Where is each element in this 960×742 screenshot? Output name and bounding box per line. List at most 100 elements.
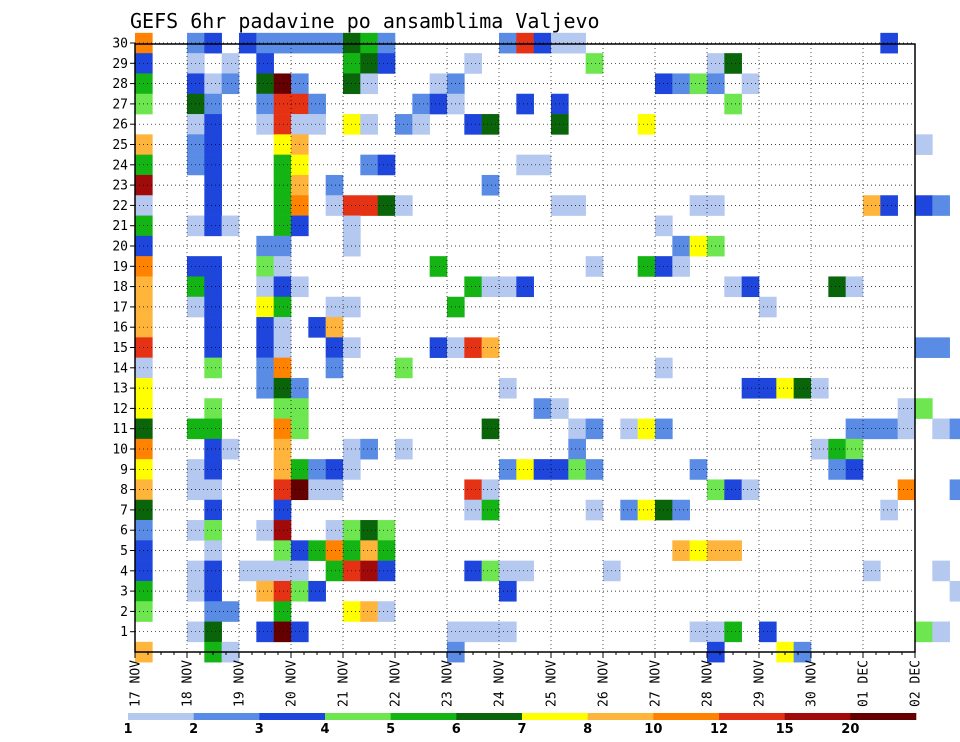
heatmap-cell xyxy=(308,580,326,602)
heatmap-cell xyxy=(325,195,344,216)
heatmap-cell xyxy=(377,520,396,541)
colorbar-swatch xyxy=(522,713,588,720)
heatmap-cell xyxy=(949,418,960,440)
heatmap-cell xyxy=(204,479,222,501)
heatmap-cell xyxy=(672,499,690,521)
heatmap-cell xyxy=(481,114,500,135)
heatmap-cell xyxy=(273,479,292,501)
y-tick-label: 5 xyxy=(120,544,128,559)
heatmap-cell xyxy=(308,540,326,561)
y-tick-label: 20 xyxy=(112,240,128,255)
heatmap-cell xyxy=(429,93,448,115)
heatmap-cell xyxy=(412,93,430,115)
y-tick-label: 6 xyxy=(120,524,128,539)
y-tick-label: 29 xyxy=(112,57,128,72)
heatmap-cell xyxy=(741,276,760,298)
heatmap-cell xyxy=(204,296,222,318)
heatmap-cell xyxy=(273,398,292,419)
x-tick-label: 27 NOV xyxy=(649,660,664,707)
heatmap-cell xyxy=(273,459,292,480)
heatmap-cell xyxy=(273,174,292,196)
x-tick-label: 22 NOV xyxy=(389,660,404,707)
y-tick-label: 8 xyxy=(120,483,128,498)
heatmap-cell xyxy=(533,154,552,176)
heatmap-cell xyxy=(516,154,534,176)
colorbar-swatch xyxy=(587,713,654,720)
heatmap-cell xyxy=(533,398,552,419)
heatmap-cell xyxy=(637,114,656,135)
heatmap-cell xyxy=(204,560,222,582)
heatmap-cell xyxy=(585,53,604,74)
colorbar-swatch xyxy=(390,713,457,720)
x-tick-label: 19 NOV xyxy=(233,660,248,707)
heatmap-cell xyxy=(204,601,222,622)
y-tick-label: 7 xyxy=(120,503,128,518)
y-tick-label: 26 xyxy=(112,118,128,133)
heatmap-cell xyxy=(273,377,292,399)
heatmap-cell xyxy=(932,195,950,216)
heatmap-cell xyxy=(932,621,950,643)
heatmap-cell xyxy=(204,114,222,135)
heatmap-cell xyxy=(724,53,742,74)
heatmap-cell xyxy=(273,276,292,298)
heatmap-cell xyxy=(256,235,274,257)
heatmap-cell xyxy=(308,32,326,54)
heatmap-cell xyxy=(221,73,240,95)
heatmap-cell xyxy=(516,276,534,298)
heatmap-cell xyxy=(568,438,586,460)
heatmap-cell xyxy=(724,276,742,298)
heatmap-cell xyxy=(360,540,378,561)
heatmap-cell xyxy=(204,276,222,298)
chart-title: GEFS 6hr padavine po ansamblima Valjevo xyxy=(130,9,600,33)
heatmap-cell xyxy=(377,195,396,216)
heatmap-cell xyxy=(741,377,760,399)
heatmap-cell xyxy=(273,215,292,237)
x-tick-label: 29 NOV xyxy=(753,660,768,707)
heatmap-cell xyxy=(325,357,344,379)
y-tick-label: 22 xyxy=(112,199,128,214)
heatmap-cell xyxy=(845,418,864,440)
heatmap-cell xyxy=(256,256,274,277)
heatmap-cell xyxy=(325,317,344,338)
heatmap-cell xyxy=(204,215,222,237)
heatmap-cell xyxy=(724,621,742,643)
heatmap-cell xyxy=(637,499,656,521)
heatmap-cell xyxy=(516,459,534,480)
heatmap-cell xyxy=(568,459,586,480)
y-tick-label: 30 xyxy=(112,37,128,52)
heatmap-cell xyxy=(204,174,222,196)
heatmap-cell xyxy=(273,357,292,379)
y-tick-label: 12 xyxy=(112,402,128,417)
heatmap-cell xyxy=(481,276,500,298)
colorbar: 1 2 3 4 5 6 7 8 10 12 15 20 xyxy=(123,713,917,737)
colorbar-label: 20 xyxy=(841,722,859,737)
heatmap-cell xyxy=(724,540,742,561)
y-tick-label: 4 xyxy=(120,564,128,579)
y-tick-label: 1 xyxy=(120,625,128,640)
heatmap-cell xyxy=(204,459,222,480)
heatmap-cell xyxy=(689,73,708,95)
heatmap-cell xyxy=(256,73,274,95)
heatmap-cell xyxy=(880,499,898,521)
heatmap-cell xyxy=(915,195,933,216)
heatmap-cell xyxy=(204,73,222,95)
x-tick-label: 21 NOV xyxy=(337,660,352,707)
heatmap-cell xyxy=(204,357,222,379)
heatmap-cell xyxy=(585,499,604,521)
heatmap-cell xyxy=(481,621,500,643)
heatmap-cell xyxy=(221,438,240,460)
colorbar-swatch xyxy=(325,713,391,720)
heatmap-cell xyxy=(256,621,274,643)
heatmap-cell xyxy=(949,479,960,501)
heatmap-cell xyxy=(845,438,864,460)
heatmap-cell xyxy=(256,53,274,74)
heatmap-cell xyxy=(308,459,326,480)
heatmap-cell xyxy=(325,459,344,480)
heatmap-cell xyxy=(256,114,274,135)
heatmap-cell xyxy=(273,93,292,115)
x-tick-label: 18 NOV xyxy=(181,660,196,707)
heatmap-cell xyxy=(689,459,708,480)
heatmap-cell xyxy=(828,276,846,298)
heatmap-cell xyxy=(481,499,500,521)
